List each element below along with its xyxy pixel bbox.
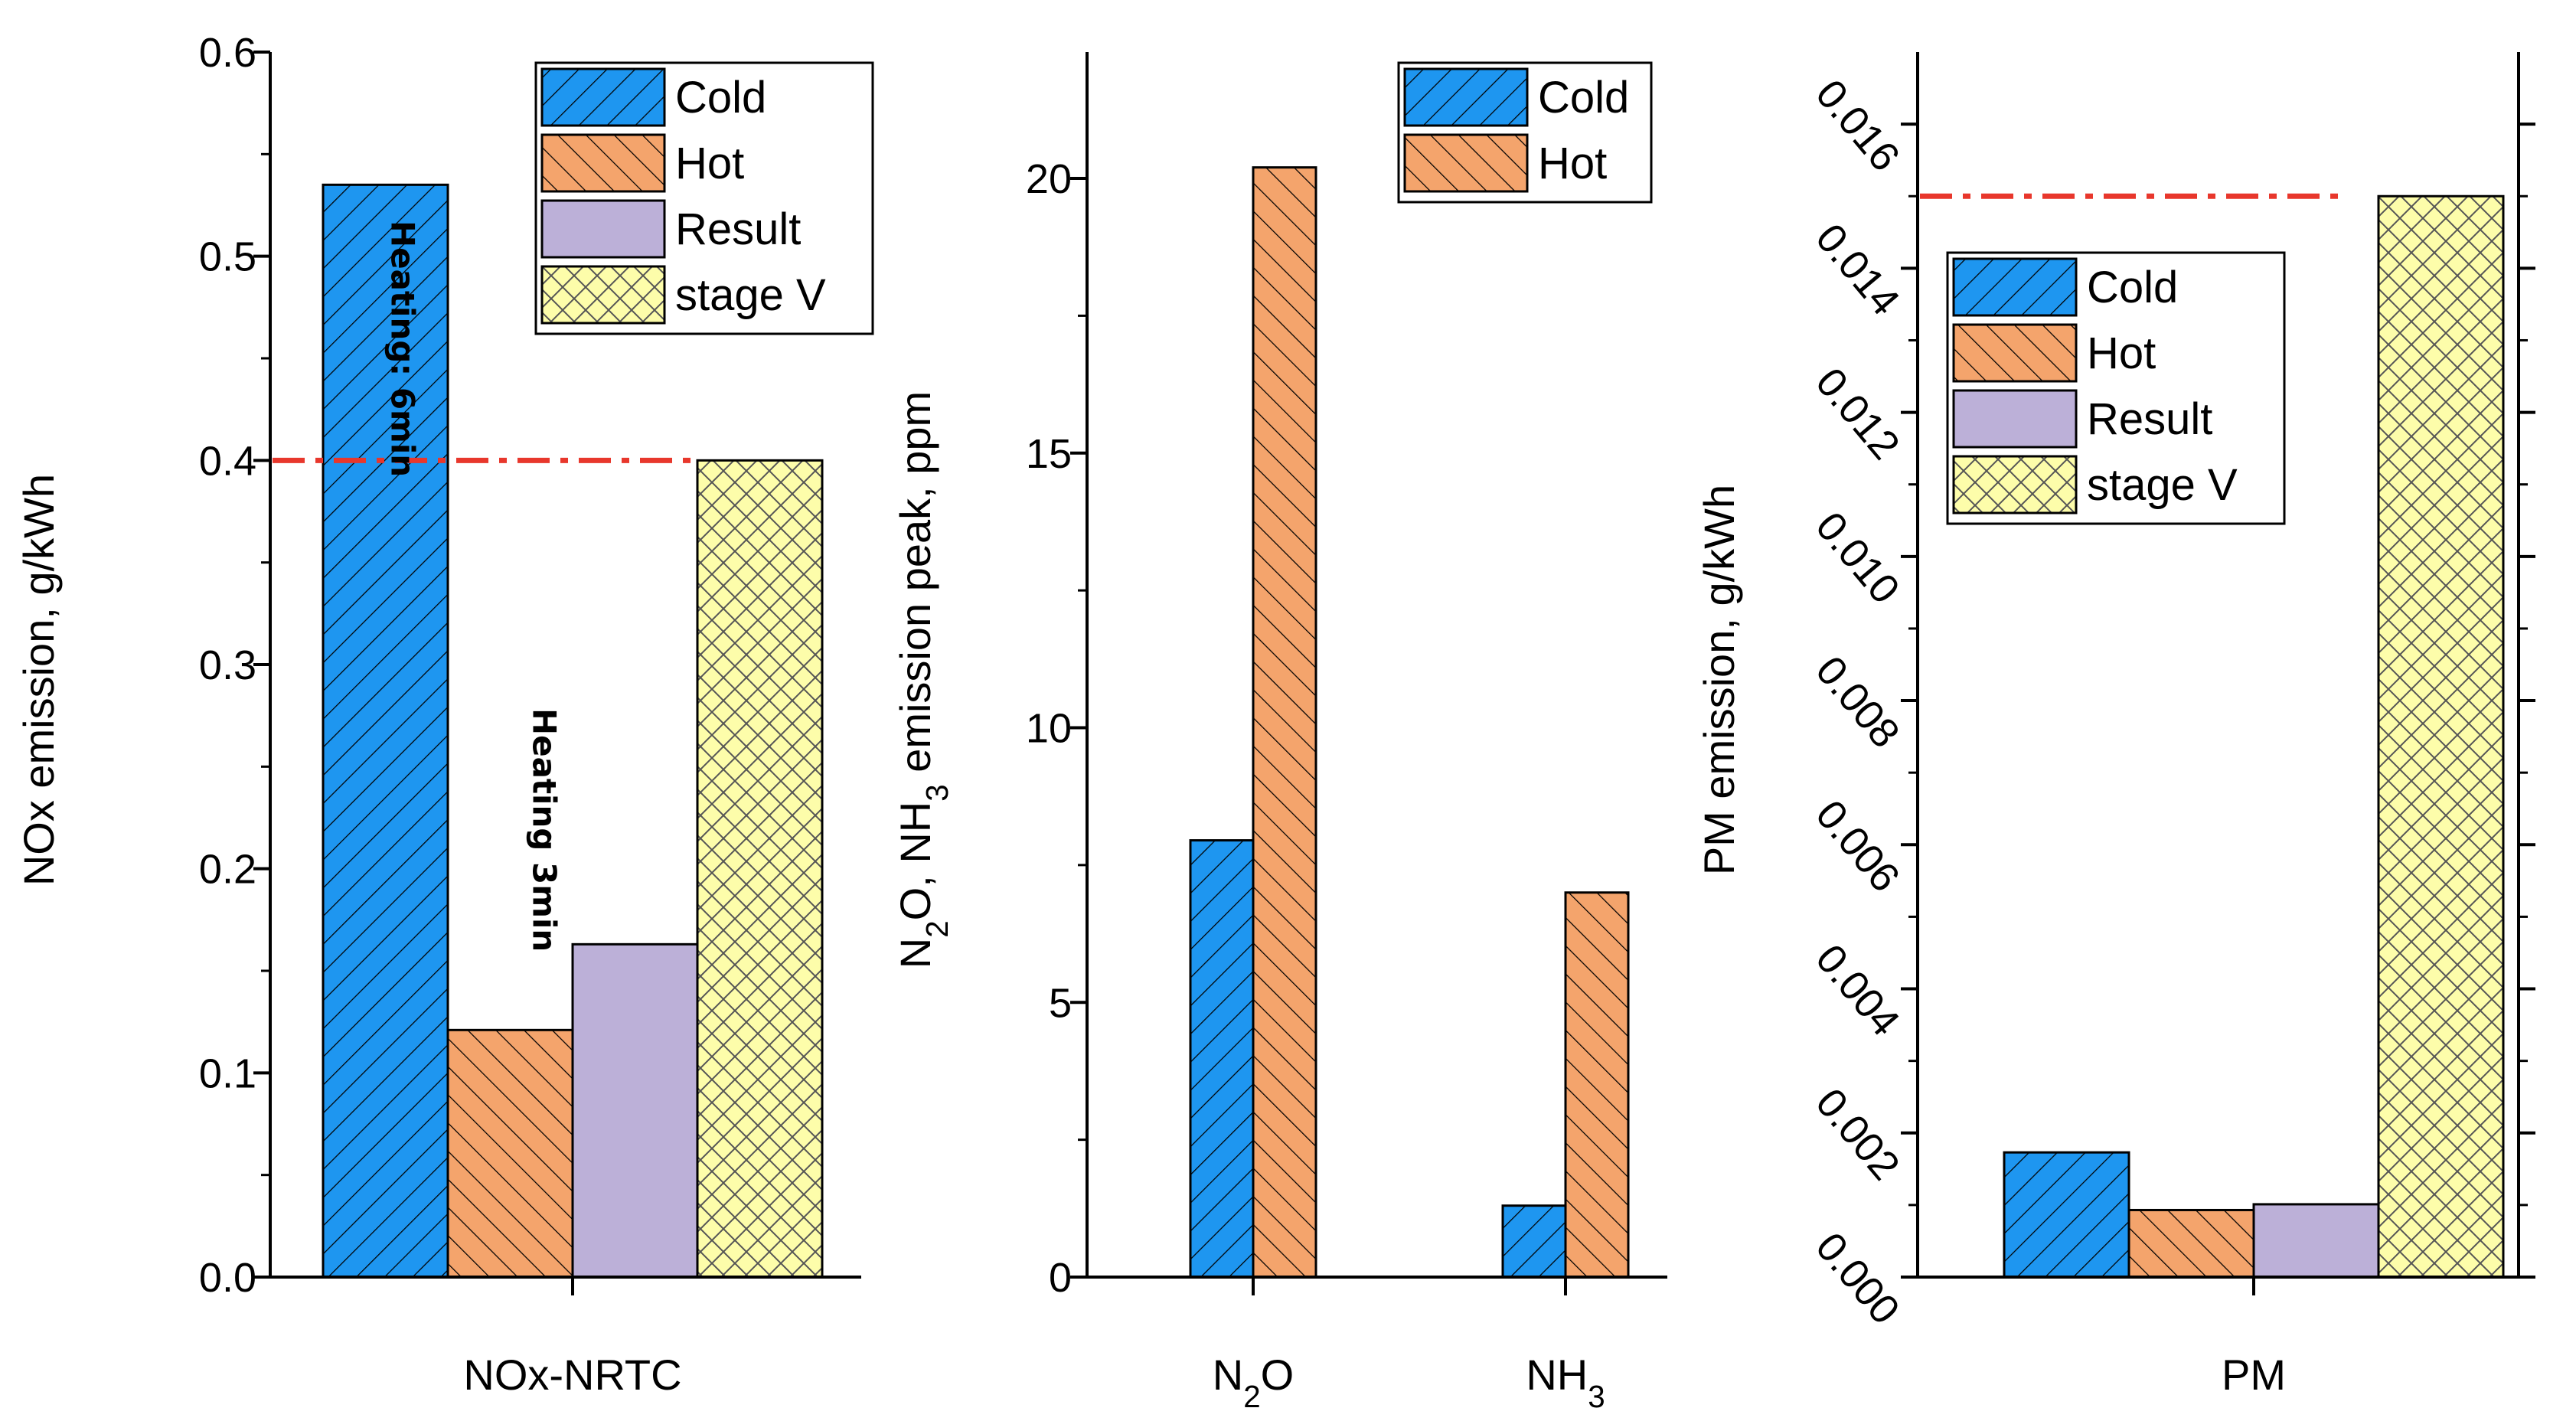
legend-label-stage-v: stage V (2087, 460, 2238, 510)
bar-cold-n2o (1189, 839, 1255, 1279)
y-tick-label: 0.0 (199, 1255, 256, 1301)
y-tick-label: 0.5 (199, 234, 256, 280)
y-tick-label: 0.004 (1807, 936, 1908, 1044)
y-tick-label: 0.008 (1807, 648, 1908, 756)
legend-swatch-hot (540, 133, 666, 193)
y-tick-label: 0.000 (1807, 1224, 1908, 1333)
legend-swatch-hot (1952, 323, 2078, 383)
bar-hot-nh3 (1564, 891, 1630, 1279)
legend-label-cold: Cold (1538, 73, 1629, 122)
y-tick-label: 20 (1026, 156, 1072, 202)
legend: Cold Hot Result stage V (1946, 251, 2286, 525)
bar-cold-nox-nrtc (322, 183, 449, 1279)
legend-label-result: Result (675, 204, 801, 254)
legend-label-hot: Hot (675, 139, 744, 188)
x-tick-label-pm: PM (2222, 1351, 2286, 1399)
annotation-heating-hot: Heating 3min (526, 708, 563, 952)
legend-swatch-cold (1952, 257, 2078, 317)
legend-label-cold: Cold (2087, 263, 2178, 312)
y-tick-label: 0.016 (1807, 71, 1908, 180)
bar-stage-v-pm (2377, 194, 2505, 1279)
y-tick-label: 0.3 (199, 642, 256, 688)
x-tick-label-nox-nrtc: NOx-NRTC (463, 1351, 681, 1399)
y-tick-label: 0.002 (1807, 1080, 1908, 1189)
legend-label-cold: Cold (675, 73, 766, 122)
y-tick-label: 0.2 (199, 847, 256, 893)
legend: Cold Hot (1397, 61, 1653, 204)
y-axis-title: N2O, NH3 emission peak, ppm (891, 391, 955, 969)
legend: Cold Hot Result stage V (534, 61, 874, 335)
y-tick-label: 0.1 (199, 1050, 256, 1096)
legend-label-hot: Hot (1538, 139, 1607, 188)
bar-result-nox-nrtc (571, 942, 699, 1279)
chart-panel-3: 0.000 0.002 0.004 0.006 0.008 0.010 0.012 0.014… (1695, 52, 2535, 1399)
y-axis-title: PM emission, g/kWh (1695, 485, 1743, 875)
bar-hot-pm (2127, 1208, 2255, 1279)
y-tick-label: 10 (1026, 706, 1072, 752)
y-tick-label: 0.4 (199, 438, 256, 484)
x-tick-label-n2o: N2O (1213, 1351, 1294, 1414)
y-tick-label: 0.012 (1807, 359, 1908, 468)
chart-panel-1: 0.0 0.1 0.2 0.3 0.4 0.5 0.6 NOx-NRTC NOx emissio… (15, 30, 874, 1399)
y-tick-label: 15 (1026, 431, 1072, 477)
legend-label-result: Result (2087, 394, 2212, 444)
bar-cold-pm (2003, 1151, 2130, 1279)
bar-stage-v-nox-nrtc (696, 459, 824, 1279)
legend-label-stage-v: stage V (675, 270, 826, 320)
legend-swatch-cold (1403, 67, 1529, 127)
y-tick-label: 0.006 (1807, 792, 1908, 900)
legend-swatch-stage-v (1952, 455, 2078, 514)
y-tick-label: 5 (1049, 980, 1072, 1026)
bar-cold-nh3 (1501, 1204, 1567, 1279)
y-axis-title: NOx emission, g/kWh (15, 474, 63, 886)
annotation-heating-cold: Heating: 6min (384, 220, 422, 477)
chart-panel-2: 0 5 10 15 20 N2O NH3 N2O, NH3 emission peak, pp… (891, 52, 1667, 1414)
x-tick-label-nh3: NH3 (1526, 1351, 1605, 1414)
bar-result-pm (2252, 1203, 2380, 1279)
y-tick-label: 0.014 (1807, 215, 1908, 324)
legend-swatch-stage-v (540, 265, 666, 325)
legend-label-hot: Hot (2087, 328, 2156, 378)
y-tick-label: 0.010 (1807, 504, 1908, 612)
y-tick-label: 0.6 (199, 30, 256, 76)
legend-swatch-result (1952, 389, 2078, 449)
bar-hot-nox-nrtc (446, 1028, 574, 1279)
bar-hot-n2o (1252, 166, 1317, 1279)
legend-swatch-result (540, 199, 666, 259)
legend-swatch-cold (540, 67, 666, 127)
y-tick-label: 0 (1049, 1255, 1072, 1301)
legend-swatch-hot (1403, 133, 1529, 193)
